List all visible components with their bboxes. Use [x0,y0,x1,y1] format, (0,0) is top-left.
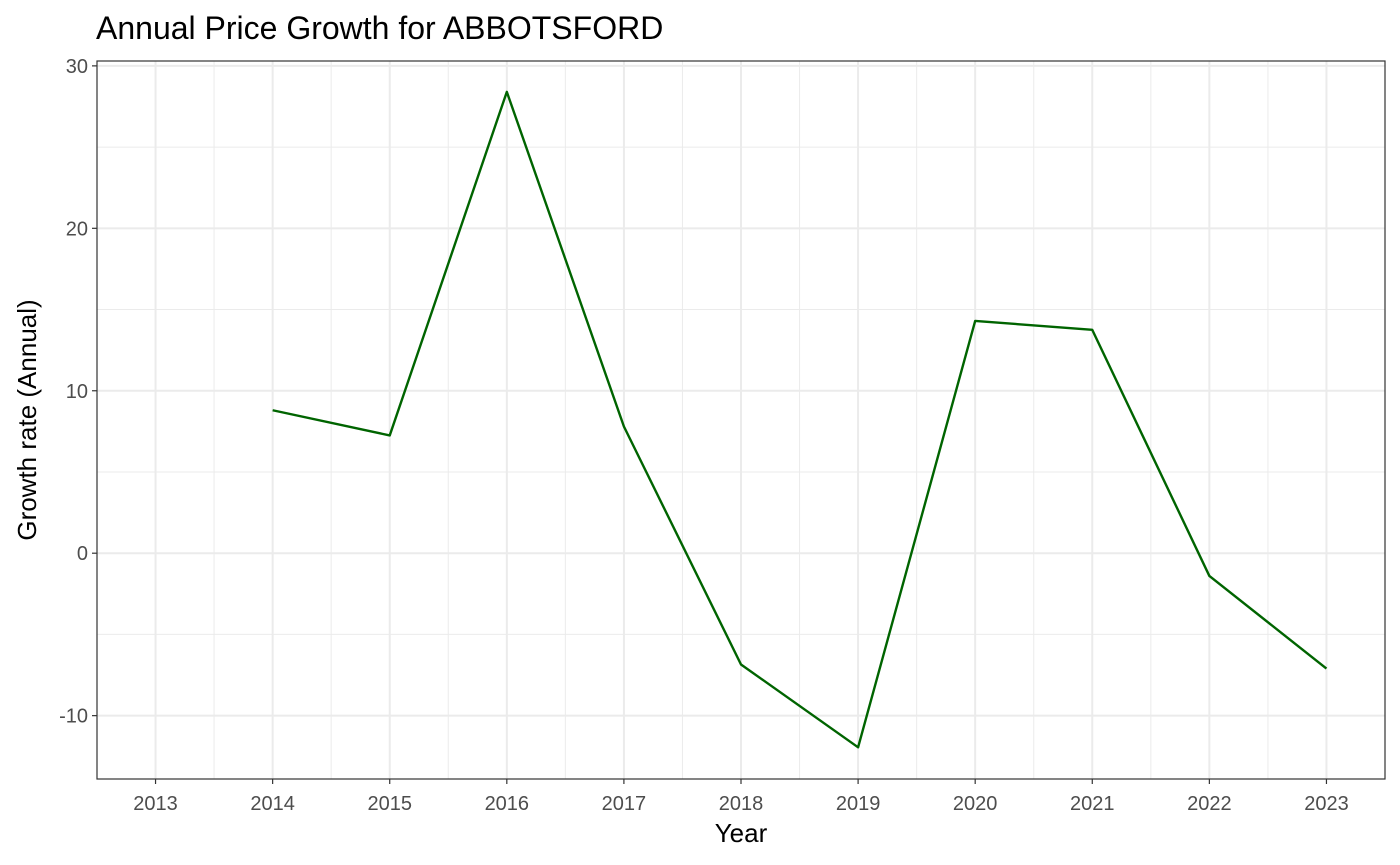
y-tick-label: 10 [66,381,88,403]
y-axis-title: Growth rate (Annual) [12,299,42,540]
y-tick-label: 0 [77,543,88,565]
x-tick-label: 2019 [836,793,881,815]
series-layer [272,90,1328,749]
y-tick-label: 30 [66,56,88,78]
y-axis: -10 0 10 20 30 [59,56,97,728]
x-tick-label: 2017 [602,793,647,815]
minor-gridlines [97,61,1385,779]
x-tick-label: 2015 [367,793,412,815]
chart-title: Annual Price Growth for ABBOTSFORD [96,10,663,46]
series-line [272,90,1328,749]
x-axis: 2013 2014 2015 2016 2017 2018 2019 2020 2021 2022… [133,779,1349,815]
x-tick-label: 2016 [485,793,530,815]
x-tick-label: 2022 [1187,793,1232,815]
major-gridlines [97,61,1385,779]
x-tick-label: 2018 [719,793,764,815]
x-tick-label: 2013 [133,793,178,815]
x-tick-label: 2020 [953,793,998,815]
x-tick-label: 2014 [250,793,295,815]
x-tick-label: 2023 [1304,793,1349,815]
y-tick-label: -10 [59,706,88,728]
y-tick-label: 20 [66,218,88,240]
x-axis-title: Year [715,818,768,848]
x-tick-label: 2021 [1070,793,1115,815]
